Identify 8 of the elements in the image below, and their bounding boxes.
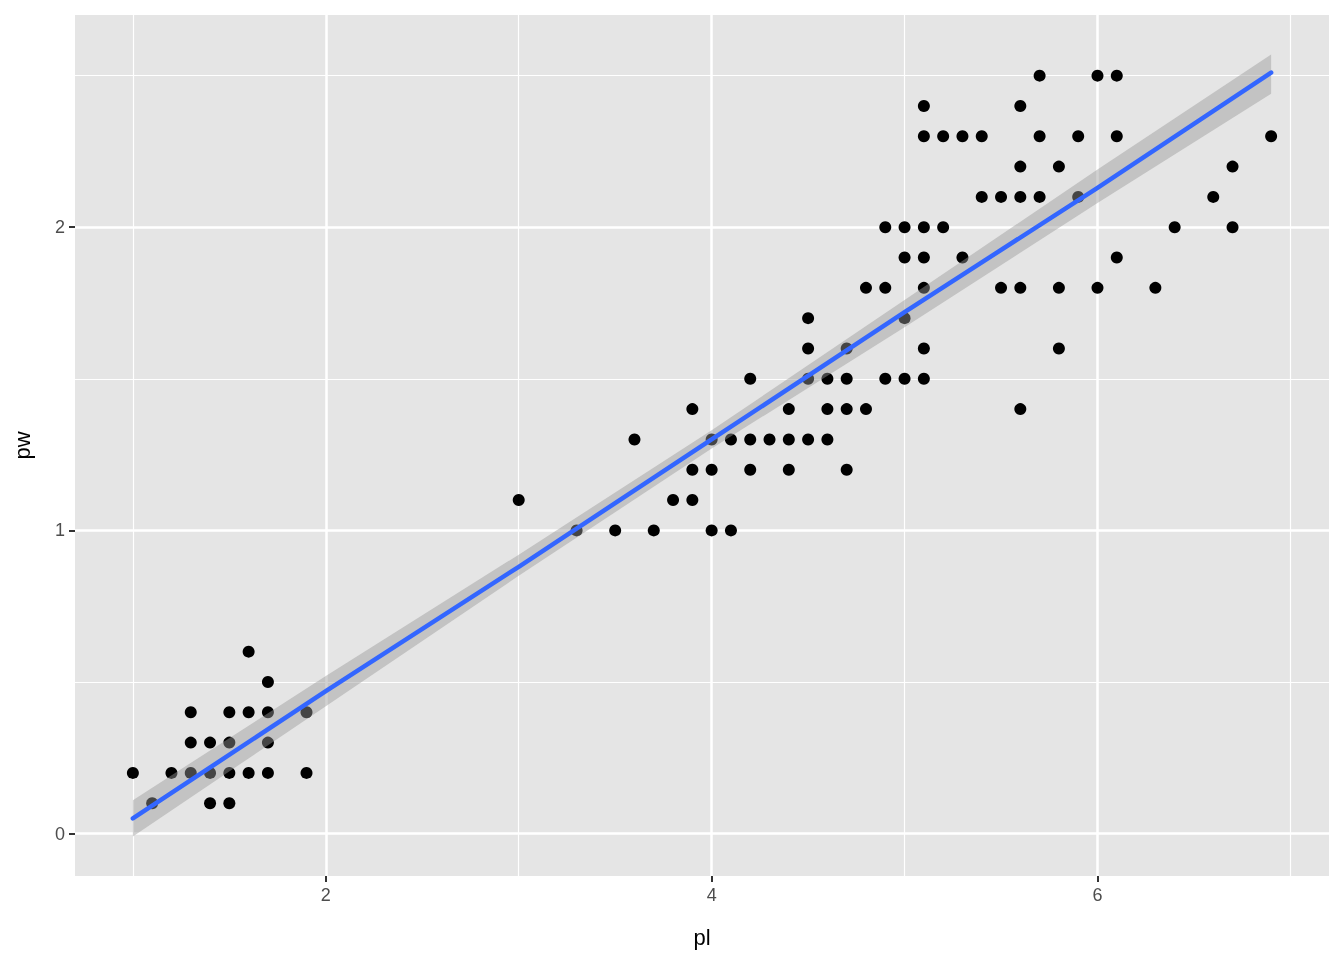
y-tick-label: 0	[54, 823, 65, 844]
x-tick-label: 2	[320, 885, 331, 905]
y-tick-label: 2	[54, 217, 65, 238]
x-axis-title: pl	[693, 924, 711, 950]
x-tick-label: 4	[706, 885, 717, 905]
y-tick-label: 1	[54, 520, 65, 541]
y-axis-title: pw	[9, 431, 35, 460]
x-tick-label: 6	[1092, 885, 1103, 905]
